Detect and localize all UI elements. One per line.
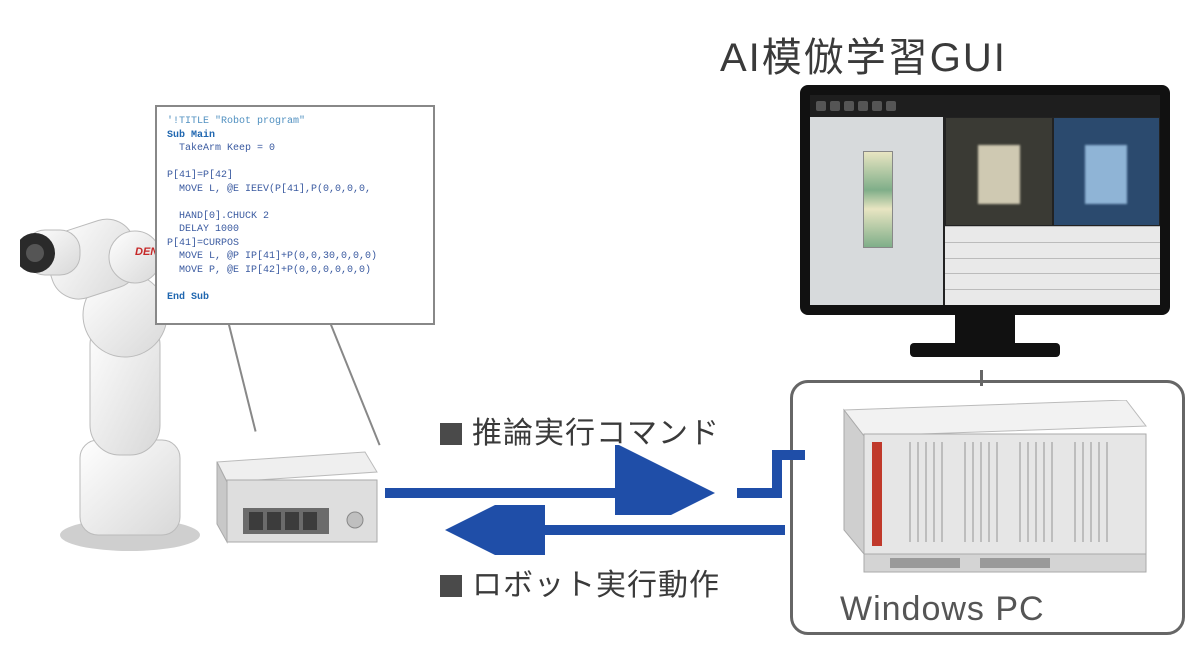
monitor-base — [910, 343, 1060, 357]
bullet-icon — [440, 575, 462, 597]
table-row — [945, 242, 1160, 258]
code-line: '!TITLE "Robot program" — [167, 116, 305, 127]
code-line: P[41]=P[42] — [167, 170, 233, 181]
robot-controller — [205, 450, 380, 555]
code-line: End Sub — [167, 292, 209, 303]
callout-leader-line — [228, 325, 257, 432]
arrow-bottom — [405, 505, 785, 555]
bullet-icon — [440, 423, 462, 445]
gui-3d-viewport — [810, 117, 945, 305]
gui-camera-feed-1 — [945, 117, 1053, 226]
code-line: TakeArm Keep = 0 — [167, 143, 275, 154]
toolbar-icon — [886, 101, 896, 111]
table-row — [945, 273, 1160, 289]
code-line: MOVE L, @P IP[41]+P(0,0,30,0,0,0) — [167, 251, 377, 262]
arrow-bottom-text: ロボット実行動作 — [472, 569, 720, 602]
toolbar-icon — [816, 101, 826, 111]
code-callout: '!TITLE "Robot program" Sub Main TakeArm… — [155, 105, 435, 325]
code-line: MOVE L, @E IEEV(P[41],P(0,0,0,0, — [167, 184, 371, 195]
toolbar-icon — [872, 101, 882, 111]
table-row — [945, 289, 1160, 305]
code-line: HAND[0].CHUCK 2 — [167, 211, 269, 222]
monitor-screen — [800, 85, 1170, 315]
code-line: Sub Main — [167, 130, 215, 141]
toolbar-icon — [830, 101, 840, 111]
arrow-bottom-label: ロボット実行動作 — [440, 560, 720, 604]
code-line: P[41]=CURPOS — [167, 238, 239, 249]
gui-camera-feed-2 — [1053, 117, 1161, 226]
code-line: DELAY 1000 — [167, 224, 239, 235]
gui-app — [810, 95, 1160, 305]
monitor — [800, 85, 1170, 375]
monitor-stand — [955, 315, 1015, 345]
windows-pc — [820, 400, 1150, 585]
toolbar-icon — [844, 101, 854, 111]
table-row — [945, 226, 1160, 242]
table-row — [945, 258, 1160, 274]
toolbar-icon — [858, 101, 868, 111]
gui-toolbar — [810, 95, 1160, 117]
diagram-canvas: DENSO '!TITLE "Robot program" Sub Main T… — [0, 0, 1200, 664]
gui-title: AI模倣学習GUI — [720, 25, 1007, 83]
callout-leader-line — [330, 324, 381, 445]
gui-3d-object — [863, 151, 893, 248]
code-line: MOVE P, @E IP[42]+P(0,0,0,0,0,0) — [167, 265, 371, 276]
windows-pc-label: Windows PC — [840, 590, 1045, 629]
gui-data-table — [945, 226, 1160, 305]
